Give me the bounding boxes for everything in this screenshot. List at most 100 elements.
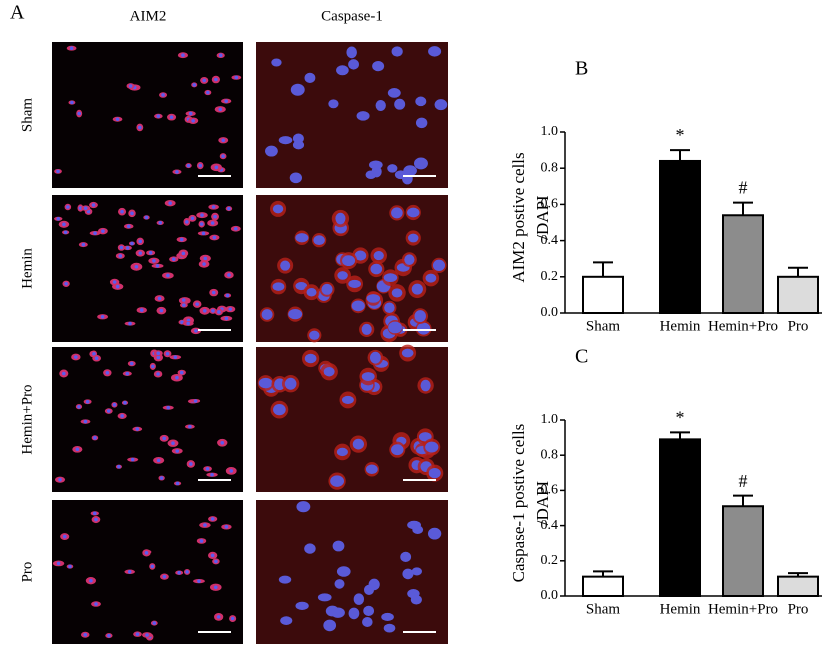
nucleus [211, 309, 215, 313]
bar [659, 159, 701, 314]
panel-letter: A [10, 2, 25, 24]
nucleus [265, 145, 278, 157]
nucleus [148, 251, 153, 255]
nucleus [211, 205, 216, 209]
nucleus [181, 298, 186, 302]
nucleus [128, 84, 133, 88]
nucleus [341, 395, 354, 404]
nucleus [221, 138, 226, 143]
column-label: AIM2 [130, 8, 167, 24]
nucleus [206, 90, 210, 95]
nucleus [156, 355, 161, 360]
nucleus [214, 559, 218, 564]
nucleus [175, 375, 179, 380]
nucleus [191, 118, 195, 123]
nucleus [411, 567, 422, 576]
nucleus [81, 242, 86, 247]
nucleus [185, 220, 189, 224]
nucleus [179, 370, 184, 375]
nucleus [150, 564, 155, 569]
nucleus [152, 621, 157, 625]
y-tick-label: 0.8 [541, 447, 559, 462]
nucleus [280, 260, 291, 271]
nucleus [56, 169, 60, 174]
nucleus [188, 424, 192, 429]
nucleus [168, 201, 172, 205]
nucleus [402, 172, 413, 185]
nucleus [391, 46, 403, 57]
bar [777, 575, 819, 598]
nucleus [175, 449, 180, 453]
nucleus [135, 632, 140, 636]
row-label: Pro [19, 562, 35, 583]
nucleus [144, 215, 149, 220]
nucleus [74, 355, 78, 359]
nucleus [218, 107, 223, 112]
nucleus [366, 294, 381, 303]
nucleus [375, 99, 386, 112]
nucleus [117, 464, 121, 469]
nucleus [83, 419, 88, 424]
bar [659, 438, 701, 597]
row-label: Hemin+Pro [19, 384, 35, 454]
x-tick-label: Sham [586, 601, 621, 617]
nucleus [177, 570, 181, 575]
y-tick-label: 0.4 [541, 233, 559, 248]
nucleus [165, 351, 170, 356]
nucleus [425, 273, 437, 283]
micrograph [52, 42, 243, 188]
nucleus [228, 307, 233, 311]
nucleus [227, 206, 231, 211]
nucleus [261, 309, 273, 320]
panel-letter: C [575, 346, 588, 368]
y-tick-label: 0.6 [541, 483, 559, 498]
nucleus [368, 160, 383, 170]
nucleus [195, 302, 199, 306]
nucleus [188, 111, 193, 116]
nucleus [425, 441, 439, 453]
nucleus [144, 551, 149, 555]
nucleus [221, 154, 225, 158]
nucleus [272, 282, 285, 291]
nucleus [416, 322, 431, 335]
nucleus [412, 525, 424, 534]
nucleus [85, 399, 90, 404]
nucleus [155, 264, 160, 268]
micrograph [52, 500, 243, 644]
nucleus [356, 111, 370, 121]
nucleus [190, 216, 195, 221]
nucleus [213, 585, 218, 590]
nucleus [58, 477, 62, 482]
significance-mark: * [676, 407, 685, 427]
nucleus [413, 157, 428, 170]
row-label: Sham [19, 98, 35, 133]
nucleus [66, 205, 70, 209]
nucleus [342, 255, 356, 267]
nucleus [428, 467, 441, 479]
significance-mark: # [739, 471, 748, 491]
y-tick-label: 1.0 [541, 124, 559, 139]
nucleus [194, 329, 198, 333]
bar [582, 575, 624, 598]
nucleus [361, 323, 372, 335]
nucleus [218, 53, 223, 58]
nucleus [348, 279, 362, 288]
nucleus [373, 251, 384, 261]
nucleus [89, 578, 93, 583]
nucleus [185, 570, 189, 574]
nucleus [162, 574, 167, 579]
nucleus [225, 293, 230, 298]
nucleus [353, 593, 365, 605]
nucleus [234, 226, 238, 231]
nucleus [388, 321, 403, 334]
nucleus [186, 163, 191, 168]
nucleus [348, 59, 359, 70]
bar [722, 505, 764, 597]
nucleus [92, 352, 96, 356]
nucleus [227, 273, 231, 277]
nucleus [162, 436, 166, 441]
nucleus [210, 553, 215, 558]
y-axis-label: Caspase-1 postive cells [509, 424, 528, 583]
nucleus [224, 525, 229, 529]
